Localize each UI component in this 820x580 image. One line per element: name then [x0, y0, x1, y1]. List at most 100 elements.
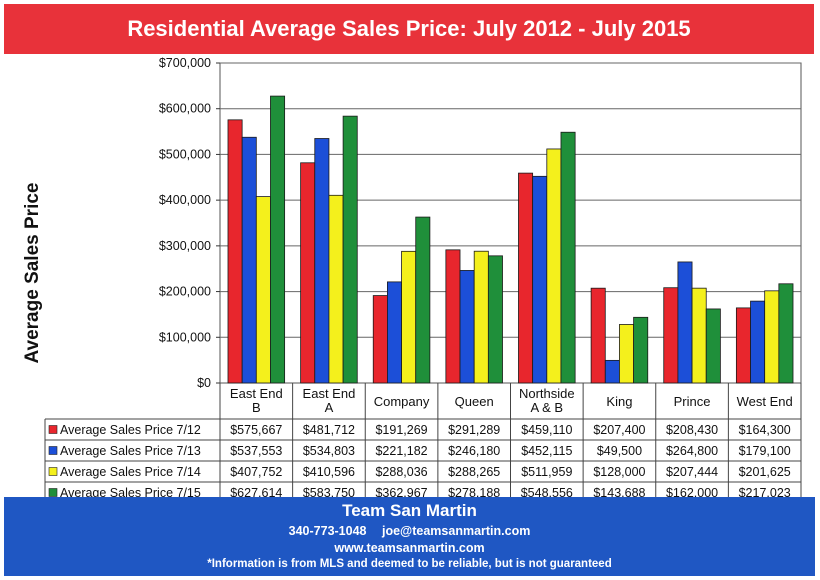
y-tick-label: $200,000	[159, 285, 211, 299]
y-tick-label: $500,000	[159, 147, 211, 161]
data-label: $207,400	[593, 423, 645, 437]
bar	[518, 172, 534, 384]
data-label: $288,265	[448, 465, 500, 479]
bar	[387, 281, 402, 384]
data-label: $217,023	[739, 486, 791, 497]
data-label: $278,188	[448, 486, 500, 497]
data-label: $548,556	[521, 486, 573, 497]
x-tick-label: Northside	[519, 386, 575, 401]
y-tick-label: $600,000	[159, 102, 211, 116]
data-label: $246,180	[448, 444, 500, 458]
data-label: $49,500	[597, 444, 642, 458]
data-label: $627,614	[230, 486, 282, 497]
data-label: $264,800	[666, 444, 718, 458]
x-tick-label: A & B	[531, 400, 564, 415]
data-label: $583,750	[303, 486, 355, 497]
x-tick-label: B	[252, 400, 261, 415]
bar	[300, 162, 316, 384]
bar	[590, 287, 606, 384]
data-label: $537,553	[230, 444, 282, 458]
bar	[633, 316, 649, 384]
data-label: $575,667	[230, 423, 282, 437]
data-label: $481,712	[303, 423, 355, 437]
data-label: $208,430	[666, 423, 718, 437]
phone-number: 340-773-1048	[288, 524, 367, 538]
bar	[705, 308, 721, 384]
x-tick-label: King	[606, 394, 632, 409]
y-tick-label: $700,000	[159, 56, 211, 70]
legend-label: Average Sales Price 7/15	[60, 486, 201, 497]
bar	[459, 270, 475, 384]
bar	[532, 175, 548, 384]
bar	[487, 255, 503, 384]
data-label: $221,182	[375, 444, 427, 458]
bar	[546, 148, 562, 384]
data-label: $201,625	[739, 465, 791, 479]
bar	[372, 295, 388, 384]
bar	[314, 138, 330, 384]
x-tick-label: West End	[737, 394, 793, 409]
data-label: $291,289	[448, 423, 500, 437]
bar	[328, 194, 344, 384]
title-banner: Residential Average Sales Price: July 20…	[4, 4, 814, 54]
x-tick-label: Prince	[674, 394, 711, 409]
y-tick-label: $300,000	[159, 239, 211, 253]
bar	[750, 300, 766, 384]
website-link[interactable]: www.teamsanmartin.com	[334, 541, 485, 555]
x-tick-label: Queen	[455, 394, 494, 409]
bar	[342, 115, 358, 384]
legend-swatch	[48, 467, 58, 476]
email-link[interactable]: joe@teamsanmartin.com	[381, 524, 531, 538]
data-label: $128,000	[593, 465, 645, 479]
bar	[445, 249, 461, 384]
data-label: $288,036	[375, 465, 427, 479]
y-tick-label: $100,000	[159, 330, 211, 344]
disclaimer-text: *Information is from MLS and deemed to b…	[207, 558, 612, 570]
contact-line: 340-773-1048 joe@teamsanmartin.com	[4, 524, 815, 538]
data-label: $459,110	[521, 423, 572, 437]
bar	[735, 307, 751, 384]
bar	[604, 359, 620, 384]
x-tick-label: A	[325, 400, 334, 415]
y-tick-label: $400,000	[159, 193, 211, 207]
bar	[241, 136, 257, 384]
legend-swatch	[48, 488, 58, 497]
bar	[677, 261, 693, 384]
x-tick-label: East End	[230, 386, 283, 401]
legend-label: Average Sales Price 7/14	[60, 465, 201, 479]
data-label: $164,300	[739, 423, 791, 437]
bar	[619, 324, 634, 384]
data-label: $410,596	[303, 465, 355, 479]
data-label: $143,688	[593, 486, 645, 497]
bar	[270, 95, 286, 384]
data-label: $407,752	[230, 465, 282, 479]
legend-label: Average Sales Price 7/13	[60, 444, 201, 458]
bar	[401, 250, 417, 384]
data-label: $362,967	[375, 486, 427, 497]
bar	[778, 283, 794, 384]
bar	[415, 216, 431, 384]
legend-swatch	[48, 425, 58, 434]
data-label: $207,444	[666, 465, 718, 479]
data-label: $511,959	[521, 465, 572, 479]
team-name: Team San Martin	[342, 501, 477, 520]
bar	[255, 196, 271, 384]
data-label: $191,269	[375, 423, 427, 437]
bar	[473, 250, 489, 384]
bar	[560, 131, 576, 384]
x-tick-label: Company	[374, 394, 430, 409]
data-label: $162,000	[666, 486, 718, 497]
bar	[691, 287, 707, 384]
x-tick-label: East End	[303, 386, 356, 401]
chart-title: Residential Average Sales Price: July 20…	[127, 16, 691, 41]
y-tick-label: $0	[197, 376, 211, 390]
legend-label: Average Sales Price 7/12	[60, 423, 201, 437]
legend-swatch	[48, 446, 58, 455]
data-label: $534,803	[303, 444, 355, 458]
bar	[227, 119, 243, 384]
bar	[663, 287, 679, 384]
footer-banner: Team San Martin 340-773-1048 joe@teamsan…	[4, 497, 815, 576]
bar	[764, 290, 780, 384]
chart-svg: $0 $100,000 $200,000 $300,000 $400,000 $500,0…	[44, 56, 802, 497]
data-label: $179,100	[739, 444, 791, 458]
